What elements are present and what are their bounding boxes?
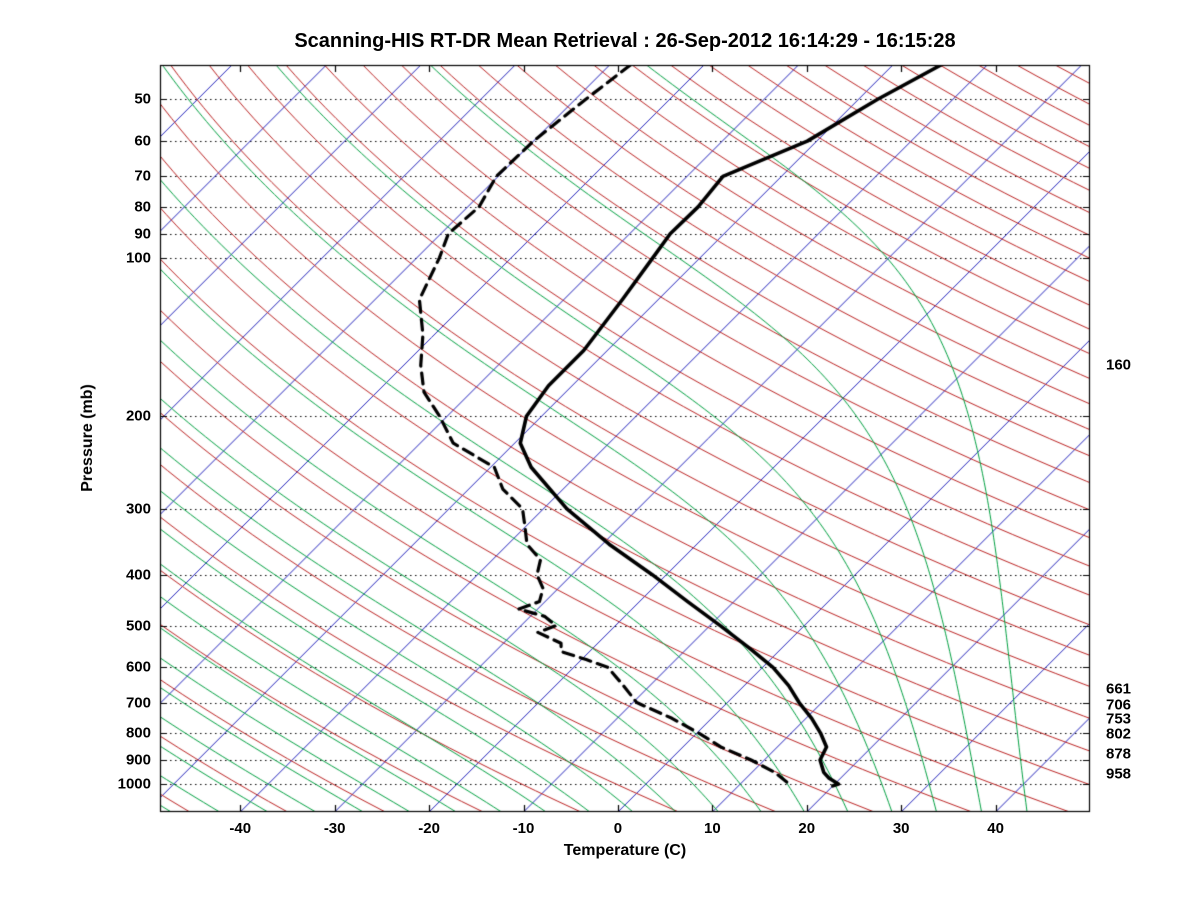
x-axis-title: Temperature (C): [563, 842, 687, 859]
chart-title: Scanning-HIS RT-DR Mean Retrieval : 26-S…: [294, 30, 956, 52]
y-axis-title: Pressure (mb): [79, 384, 96, 492]
